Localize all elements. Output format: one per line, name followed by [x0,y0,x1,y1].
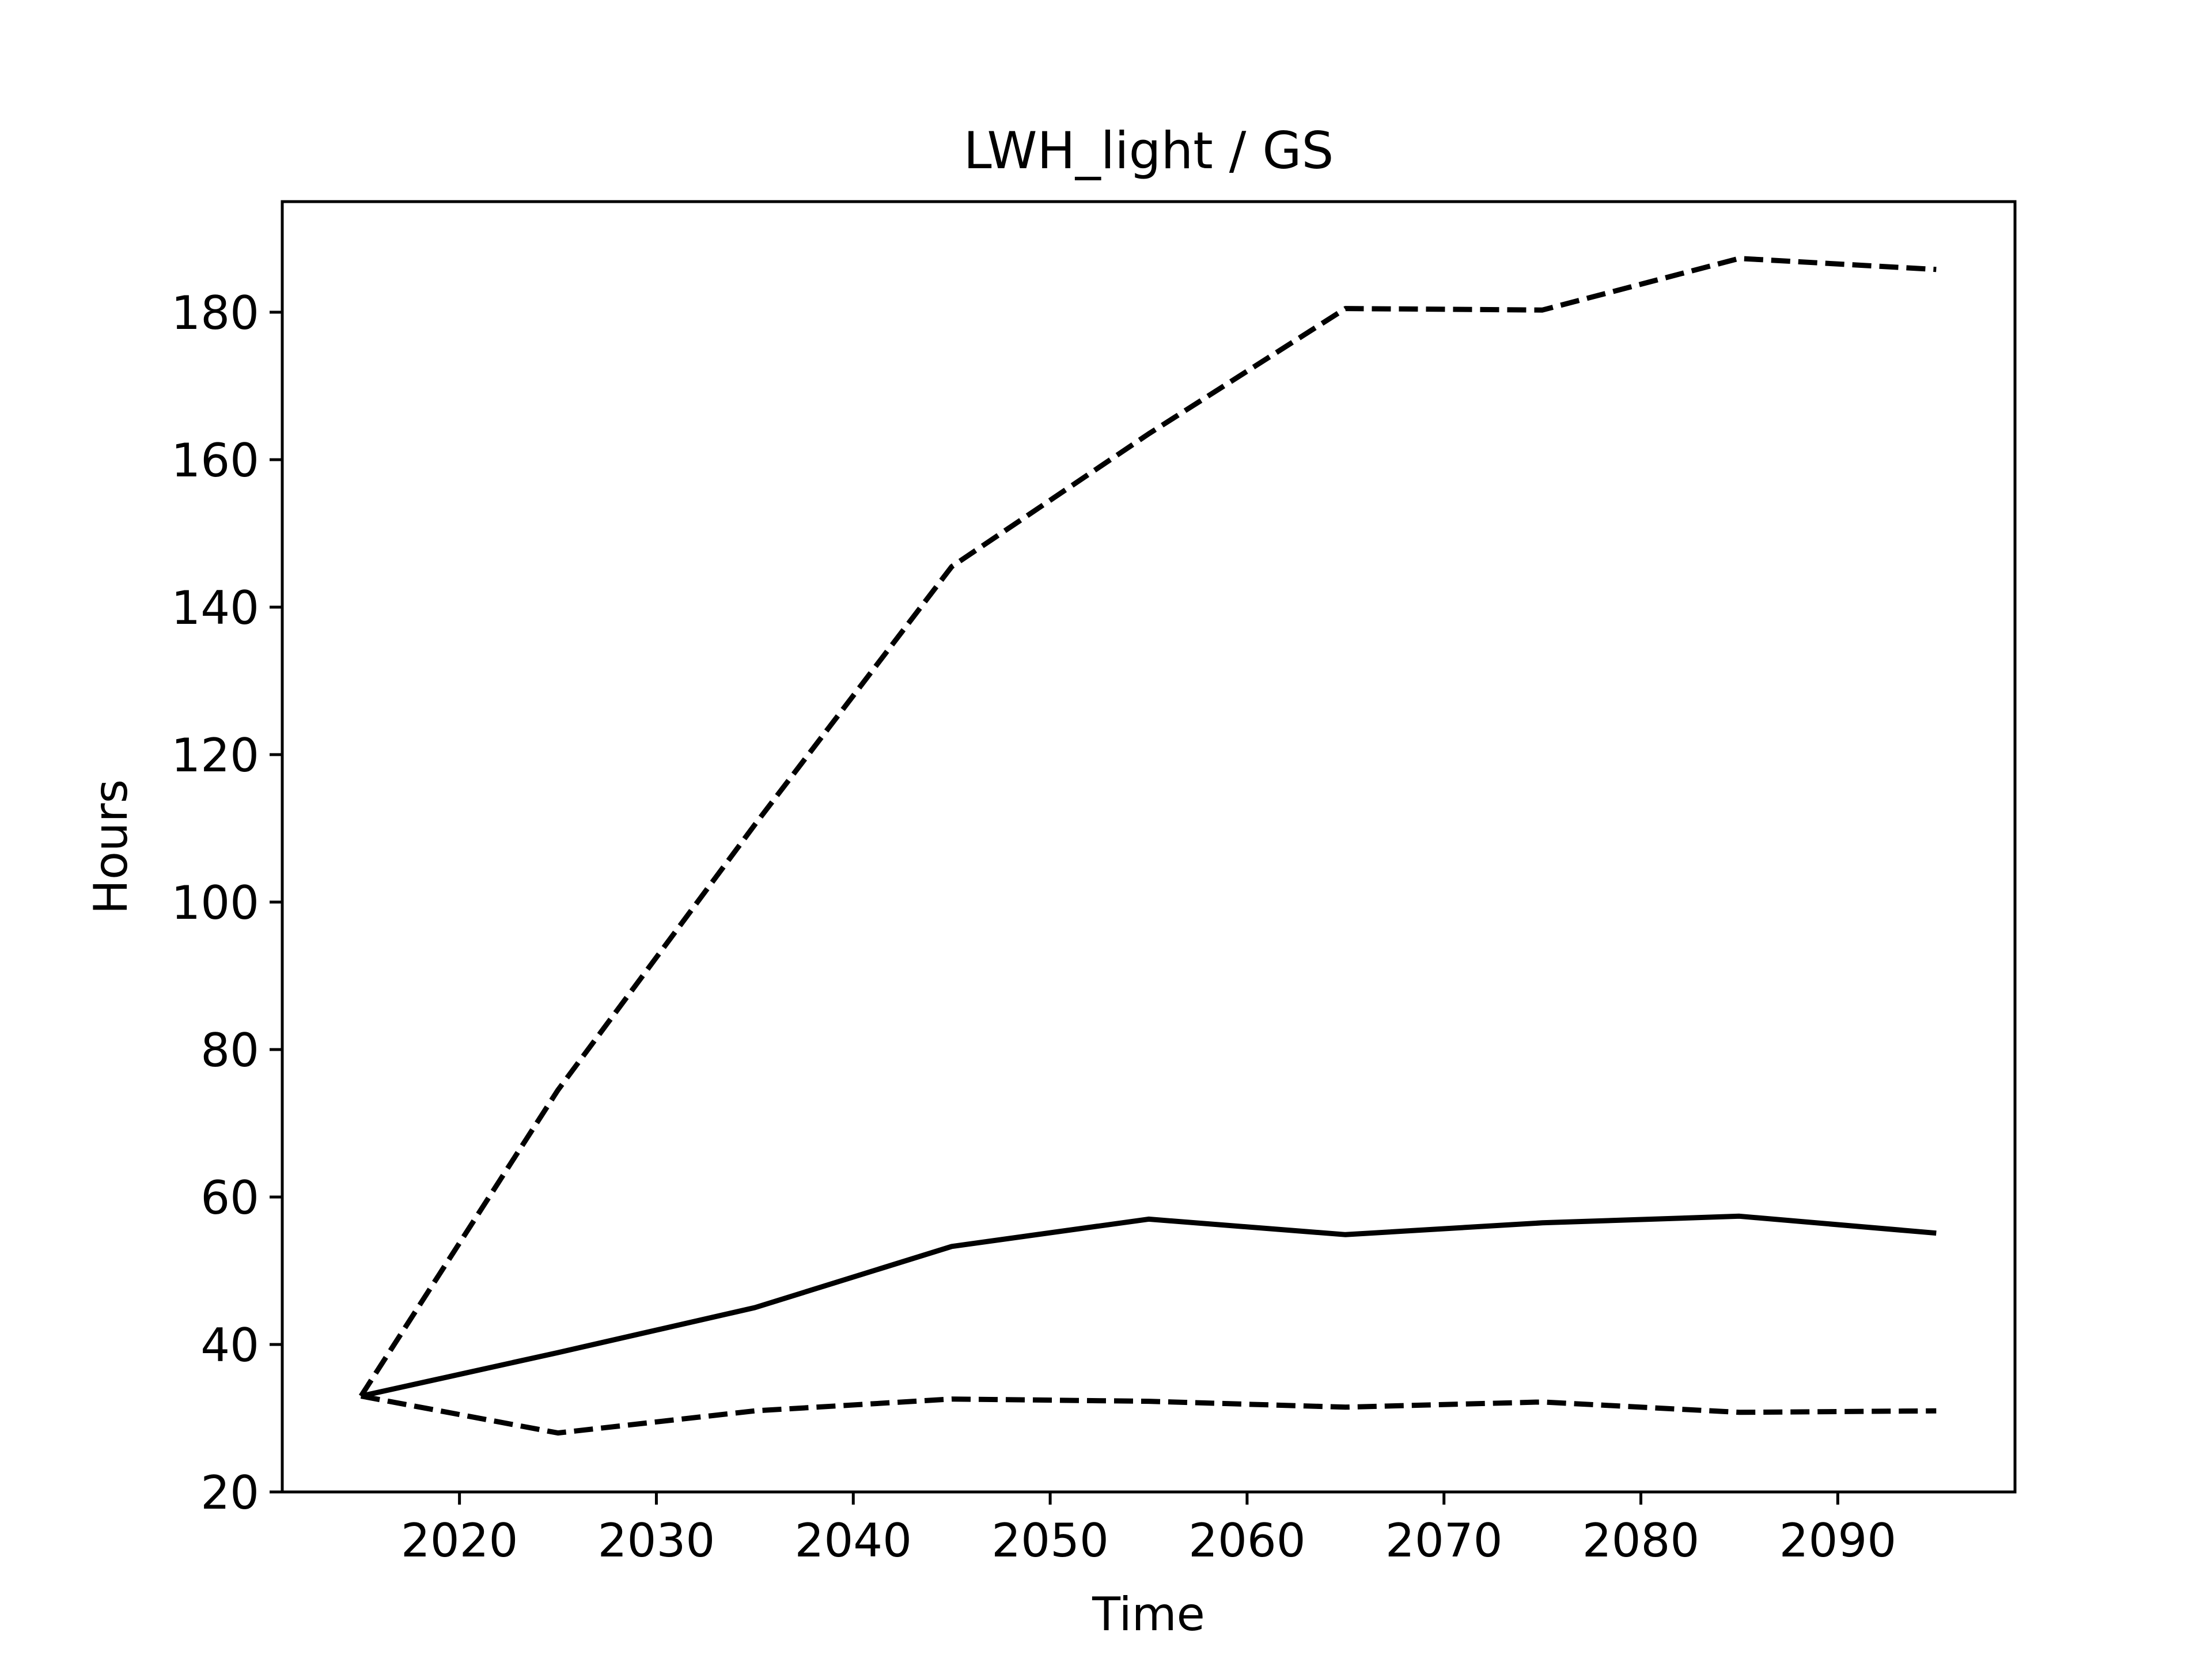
x-axis-label: Time [1092,1588,1205,1641]
y-tick-label: 20 [200,1466,259,1520]
x-tick-label: 2060 [1188,1514,1306,1567]
x-tick-label: 2070 [1385,1514,1503,1567]
series-3-dashed-line [360,1393,1937,1436]
series-2-dashed-line [358,256,1937,1398]
plot-frame [281,200,2017,1494]
y-tick-label: 60 [200,1171,259,1225]
y-tick-label: 180 [171,286,259,340]
x-tick-label: 2040 [794,1514,912,1567]
y-tick-label: 80 [200,1024,259,1077]
y-tick-label: 100 [171,876,259,930]
y-tick-label: 140 [171,581,259,635]
y-tick-label: 120 [171,729,259,782]
chart-title: LWH_light / GS [964,121,1334,180]
x-axis: 2020 2030 2040 2050 2060 2070 2080 2090 [401,1492,1896,1567]
y-tick-label: 160 [171,434,259,487]
x-tick-label: 2090 [1779,1514,1897,1567]
series-layer [358,256,1937,1436]
y-axis-label: Hours [84,779,138,914]
y-tick-label: 40 [200,1319,259,1372]
x-tick-label: 2080 [1582,1514,1700,1567]
x-tick-label: 2050 [991,1514,1109,1567]
x-tick-label: 2030 [598,1514,715,1567]
x-tick-label: 2020 [401,1514,518,1567]
series-1-solid-line [360,1213,1937,1399]
y-axis: 20 40 60 80 100 120 140 160 180 [171,286,282,1520]
